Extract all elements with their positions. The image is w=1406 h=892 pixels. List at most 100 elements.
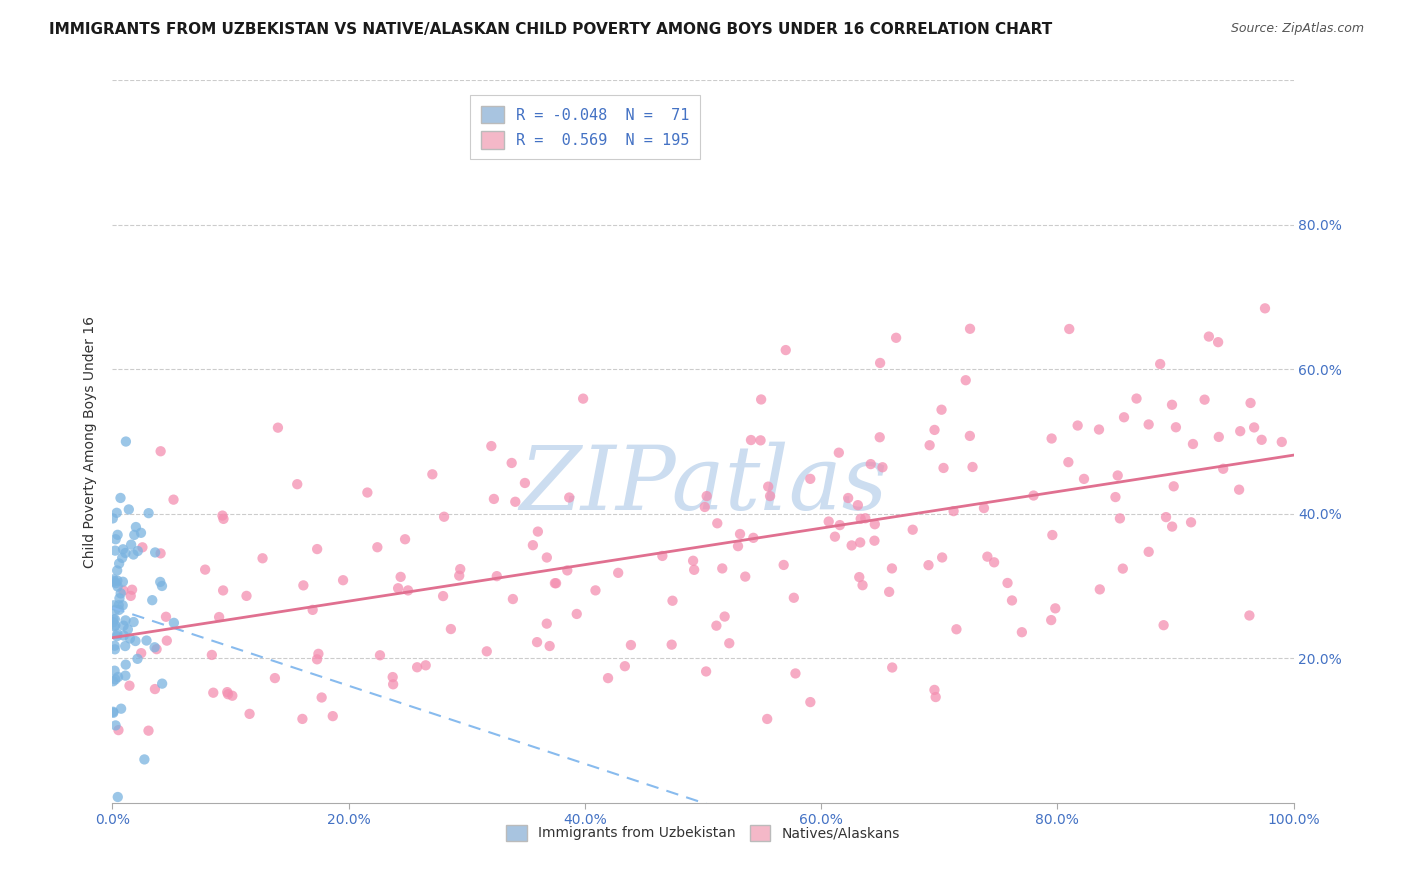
Point [661,638,683,652]
Point [111,599,134,613]
Point [544,576,567,591]
Point [772,558,794,572]
Point [1208,430,1230,444]
Point [1161,519,1184,533]
Point [114,668,136,682]
Point [292,578,315,592]
Point [264,671,287,685]
Point [775,343,797,357]
Point [1112,410,1135,425]
Point [118,679,141,693]
Point [880,561,903,575]
Point [389,570,412,584]
Point [1107,468,1129,483]
Point [124,634,146,648]
Point [479,439,502,453]
Point [841,538,863,552]
Point [163,615,186,630]
Point [475,644,498,658]
Point [1104,490,1126,504]
Point [114,639,136,653]
Point [536,550,558,565]
Point [1040,432,1063,446]
Point [107,598,129,612]
Point [918,438,941,452]
Point [522,538,544,552]
Point [544,576,567,591]
Point [239,706,262,721]
Point [252,551,274,566]
Point [817,515,839,529]
Point [131,541,153,555]
Point [536,616,558,631]
Point [932,461,955,475]
Point [194,563,217,577]
Legend: Immigrants from Uzbekistan, Natives/Alaskans: Immigrants from Uzbekistan, Natives/Alas… [501,819,905,847]
Point [1001,593,1024,607]
Point [420,467,443,482]
Point [877,585,900,599]
Point [108,591,131,606]
Point [884,331,907,345]
Point [1198,329,1220,343]
Point [1137,545,1160,559]
Point [931,402,953,417]
Point [396,583,419,598]
Point [107,528,129,542]
Point [105,574,128,588]
Text: Source: ZipAtlas.com: Source: ZipAtlas.com [1230,22,1364,36]
Point [572,392,595,406]
Point [104,543,127,558]
Point [162,492,184,507]
Point [103,612,125,626]
Point [129,646,152,660]
Point [538,639,561,653]
Point [872,460,894,475]
Point [728,527,751,541]
Point [901,523,924,537]
Point [127,544,149,558]
Point [824,530,846,544]
Point [108,603,131,617]
Point [117,623,139,637]
Point [924,423,946,437]
Point [869,430,891,444]
Point [924,682,946,697]
Point [211,508,233,523]
Point [620,638,643,652]
Point [853,511,876,525]
Point [118,632,141,646]
Point [111,550,134,565]
Point [406,660,429,674]
Point [415,658,437,673]
Point [1180,516,1202,530]
Point [501,456,523,470]
Point [107,790,129,805]
Point [945,622,967,636]
Point [596,671,619,685]
Point [149,574,172,589]
Point [149,444,172,458]
Point [1206,335,1229,350]
Point [959,429,981,443]
Point [305,652,328,666]
Point [120,538,142,552]
Point [103,574,125,589]
Text: ZIPatlas: ZIPatlas [519,442,887,528]
Point [1243,420,1265,434]
Point [837,491,859,505]
Point [107,723,129,738]
Point [846,498,869,512]
Point [103,706,125,720]
Point [155,609,177,624]
Point [756,480,779,494]
Point [785,666,807,681]
Point [1109,511,1132,525]
Point [110,586,132,600]
Point [1163,479,1185,493]
Point [1229,424,1251,438]
Point [1212,462,1234,476]
Point [101,705,124,719]
Point [449,568,471,582]
Point [749,392,772,407]
